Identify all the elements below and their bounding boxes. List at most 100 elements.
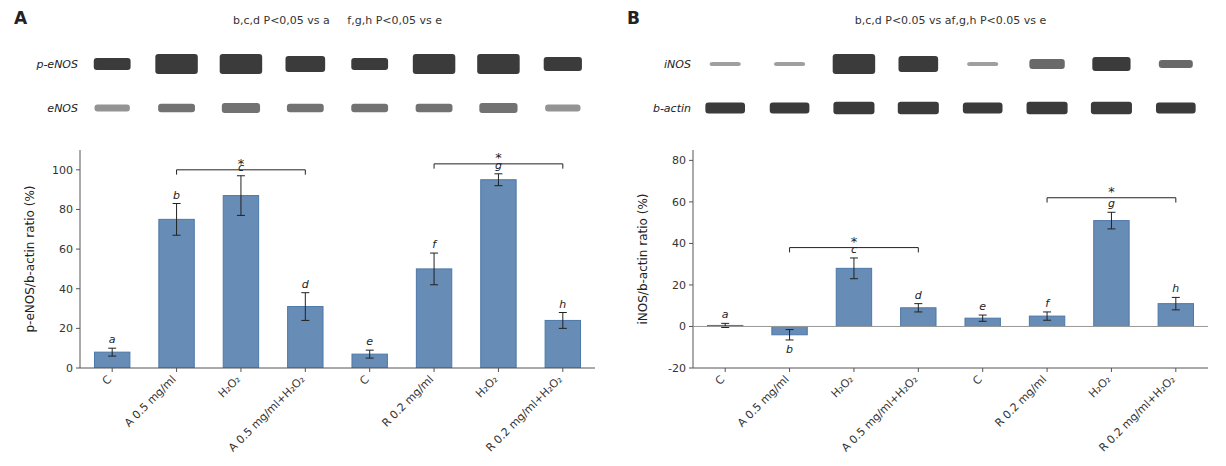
error-bar-cap — [914, 311, 922, 312]
x-tick-label: H₂O₂ — [1086, 373, 1113, 400]
error-bar — [301, 293, 309, 321]
error-bar-cap — [1172, 297, 1180, 298]
y-tick-label: 60 — [59, 243, 73, 256]
panel: Ab,c,d P<0,05 vs a f,g,h P<0,05 vs ep-eN… — [14, 8, 595, 454]
error-bar-cap — [1172, 309, 1180, 310]
x-tick — [176, 368, 177, 372]
x-tick-label: R 0.2 mg/ml+H₂O₂ — [483, 373, 565, 455]
bar-letters: abcdefgh — [722, 197, 1180, 356]
bracket-label: * — [238, 156, 245, 171]
bars — [94, 174, 580, 368]
blot-band — [222, 103, 260, 113]
y-tick — [689, 326, 693, 327]
bar-letter: f — [1045, 297, 1051, 310]
x-tick-label: C — [970, 373, 985, 388]
blot-band — [1156, 102, 1196, 113]
y-tick — [689, 243, 693, 244]
error-bar-cap — [850, 278, 858, 279]
x-tick-label: R 0.2 mg/ml+H₂O₂ — [1096, 373, 1178, 455]
bar-letter: e — [366, 335, 373, 348]
panel: Bb,c,d P<0.05 vs af,g,h P<0.05 vs eiNOSb… — [627, 8, 1208, 454]
error-bar — [559, 313, 567, 329]
error-bar — [173, 204, 181, 236]
y-tick-label: 100 — [52, 164, 73, 177]
x-tick — [1175, 368, 1176, 372]
x-tick — [1047, 368, 1048, 372]
error-bar-cap — [301, 320, 309, 321]
error-bar-stem — [176, 204, 177, 236]
error-bar-cap — [850, 257, 858, 258]
blot-label: p-eNOS — [35, 58, 78, 71]
bar-letter: a — [109, 333, 116, 346]
blot-band — [416, 104, 453, 112]
bar-letter: b — [173, 189, 180, 202]
blot-band — [833, 102, 874, 115]
error-bar — [1172, 297, 1180, 309]
y-axis: 020406080100p-eNOS/b-actin ratio (%) — [23, 150, 80, 375]
error-bar-stem — [434, 253, 435, 285]
blot-band — [770, 102, 810, 113]
error-bar — [108, 348, 116, 356]
brackets: ** — [177, 150, 563, 175]
error-bar-stem — [369, 350, 370, 358]
blot-band — [967, 62, 998, 66]
error-bar-cap — [237, 175, 245, 176]
error-bar-cap — [237, 215, 245, 216]
y-tick — [76, 288, 80, 289]
x-tick-label: H₂O₂ — [473, 373, 500, 400]
error-bar — [237, 176, 245, 216]
blot-band — [285, 56, 325, 72]
y-axis-label: p-eNOS/b-actin ratio (%) — [23, 185, 37, 332]
y-axis: -20020406080iNOS/b-actin ratio (%) — [636, 150, 693, 375]
error-bar-cap — [430, 284, 438, 285]
error-bar-cap — [494, 185, 502, 186]
x-tick-label: C — [100, 373, 115, 388]
y-axis-line — [80, 150, 81, 368]
y-axis-label: iNOS/b-actin ratio (%) — [636, 193, 650, 324]
x-axis-line — [80, 368, 595, 369]
x-tick — [305, 368, 306, 372]
error-bar — [914, 304, 922, 312]
error-bar-cap — [494, 173, 502, 174]
y-tick-label: 20 — [672, 279, 686, 292]
blot-band — [351, 104, 388, 112]
error-bar-cap — [173, 235, 181, 236]
panel-letter: B — [627, 8, 640, 28]
blot-band — [1091, 102, 1132, 115]
bar — [223, 196, 258, 368]
error-bar-cap — [559, 328, 567, 329]
error-bar-stem — [498, 174, 499, 186]
bar-letter: f — [432, 238, 438, 251]
x-tick-label: C — [713, 373, 728, 388]
error-bar-cap — [108, 348, 116, 349]
error-bar-stem — [562, 313, 563, 329]
bar-letter: e — [979, 300, 986, 313]
error-bar-cap — [1107, 212, 1115, 213]
x-tick — [240, 368, 241, 372]
blot-band — [963, 102, 1003, 113]
error-bar-stem — [305, 293, 306, 321]
y-tick-label: 20 — [59, 322, 73, 335]
y-tick — [689, 160, 693, 161]
blot-label: b-actin — [653, 102, 691, 115]
blot-row: iNOS — [664, 54, 1193, 74]
blot-band — [94, 58, 131, 70]
error-bar-cap — [559, 312, 567, 313]
blot-band — [1029, 59, 1064, 69]
error-bar-stem — [789, 330, 790, 340]
y-tick-label: 40 — [672, 237, 686, 250]
bar-letter: h — [1172, 282, 1179, 295]
blot-band — [94, 105, 129, 112]
blot-band — [1027, 102, 1068, 115]
x-tick-label: C — [357, 373, 372, 388]
bracket-label: * — [1108, 184, 1115, 199]
y-tick-label: -20 — [668, 362, 686, 375]
bar — [481, 180, 516, 368]
y-tick-label: 40 — [59, 283, 73, 296]
error-bar-stem — [112, 348, 113, 356]
x-tick — [369, 368, 370, 372]
error-bar — [850, 258, 858, 279]
panel-letter: A — [14, 8, 28, 28]
error-bar-cap — [721, 327, 729, 328]
error-bar-cap — [1043, 311, 1051, 312]
